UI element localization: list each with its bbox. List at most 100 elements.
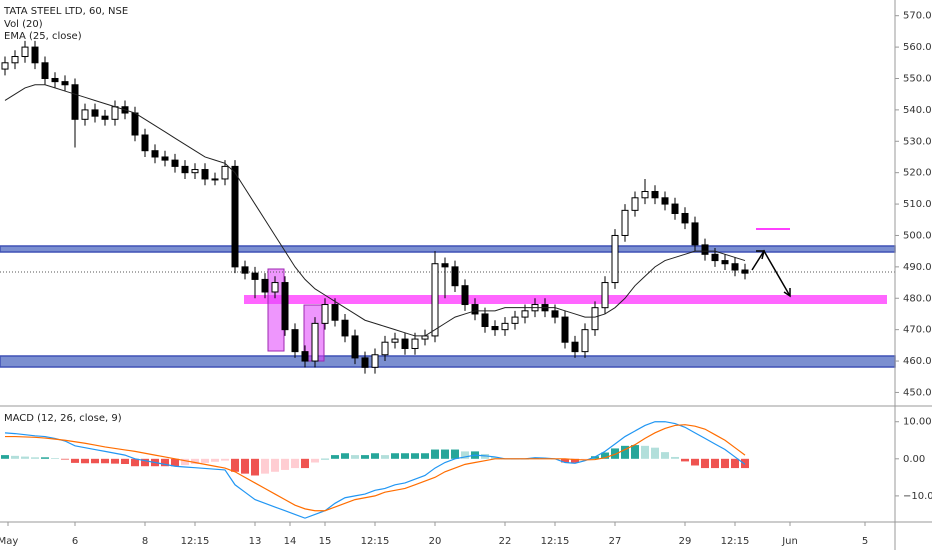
candle-body [71, 84, 79, 120]
candle-body [631, 197, 639, 211]
candle-body [711, 253, 719, 262]
histogram-bar [651, 447, 659, 459]
histogram-bar [641, 445, 649, 459]
x-tick-label: 14 [284, 536, 297, 547]
candle-body [501, 322, 509, 331]
volume-label: Vol (20) [4, 19, 43, 30]
candle-body [461, 285, 469, 306]
candle-body [321, 304, 329, 324]
histogram-bar [671, 456, 679, 459]
candle-body [131, 112, 139, 136]
histogram-bar [421, 453, 429, 459]
candle-body [161, 156, 169, 161]
histogram-bar [381, 455, 389, 459]
histogram-bar [1, 455, 9, 459]
candle-body [661, 197, 669, 205]
histogram-bar [391, 453, 399, 459]
histogram-bar [221, 458, 229, 461]
candle-body [351, 335, 359, 359]
support-zone [0, 355, 896, 368]
candle-body [271, 282, 279, 293]
candle-body [441, 263, 449, 268]
histogram-bar [31, 457, 39, 459]
candle-body [41, 62, 49, 79]
candle-body [701, 244, 709, 255]
histogram-bar [691, 458, 699, 466]
histogram-bar [621, 445, 629, 459]
x-tick-label: 12:15 [541, 536, 570, 547]
histogram-bar [281, 458, 289, 470]
histogram-bar [561, 458, 569, 463]
candle-body [201, 169, 209, 180]
histogram-bar [211, 458, 219, 462]
histogram-bar [241, 458, 249, 474]
y-tick-label: 10.00 [903, 417, 932, 428]
histogram-bar [461, 451, 469, 459]
candle-body [281, 282, 289, 331]
histogram-bar [131, 458, 139, 467]
y-tick-label: 450.00 [903, 387, 932, 398]
candle-body [491, 326, 499, 331]
histogram-bar [101, 458, 109, 464]
x-tick-label: 27 [609, 536, 622, 547]
y-tick-label: 500.00 [903, 230, 932, 241]
y-tick-label: 560.00 [903, 42, 932, 53]
histogram-bar [71, 458, 79, 463]
x-tick-label: 20 [429, 536, 442, 547]
candle-body [311, 322, 319, 362]
candle-body [641, 191, 649, 199]
chart-title: TATA STEEL LTD, 60, NSE [3, 6, 128, 17]
candle-body [581, 329, 589, 353]
macd-label: MACD (12, 26, close, 9) [4, 413, 122, 424]
histogram-bar [21, 456, 29, 459]
y-tick-label: 510.00 [903, 199, 932, 210]
candle-body [301, 351, 309, 362]
x-tick-label: 12:15 [721, 536, 750, 547]
histogram-bar [371, 453, 379, 459]
x-tick-label: Jun [781, 536, 798, 547]
x-tick-label: 12:15 [181, 536, 210, 547]
histogram-bar [311, 458, 319, 463]
candle-body [371, 354, 379, 368]
arrow-head [756, 250, 791, 298]
candle-body [621, 209, 629, 236]
histogram-bar [731, 458, 739, 469]
y-tick-label: 530.00 [903, 136, 932, 147]
histogram-bar [741, 458, 749, 469]
histogram-bar [51, 458, 59, 459]
candle-body [191, 169, 199, 174]
x-tick-label: 12:15 [361, 536, 390, 547]
histogram-bar [11, 455, 19, 459]
candle-body [81, 109, 89, 120]
histogram-bar [451, 449, 459, 459]
candle-body [181, 165, 189, 174]
histogram-bar [401, 453, 409, 459]
candle-body [611, 234, 619, 284]
histogram-bar [611, 448, 619, 459]
histogram-bar [661, 452, 669, 459]
y-tick-label: 570.00 [903, 11, 932, 22]
candle-body [471, 304, 479, 315]
histogram-bar [411, 453, 419, 459]
x-tick-label: 13 [249, 536, 262, 547]
histogram-bar [261, 458, 269, 474]
candle-body [511, 316, 519, 324]
histogram-bar [701, 458, 709, 469]
y-tick-label: 550.00 [903, 73, 932, 84]
candle-body [721, 260, 729, 265]
candle-body [231, 165, 239, 268]
y-tick-label: 540.00 [903, 105, 932, 116]
candle-body [11, 56, 19, 64]
histogram-bar [251, 458, 259, 476]
histogram-bar [231, 458, 239, 472]
candle-body [241, 266, 249, 274]
candle-body [591, 307, 599, 331]
histogram-bar [301, 458, 309, 469]
y-tick-label: 490.00 [903, 262, 932, 273]
histogram-bar [681, 458, 689, 462]
ema-label: EMA (25, close) [4, 31, 82, 42]
pink-zone [244, 295, 887, 304]
candle-body [651, 191, 659, 199]
